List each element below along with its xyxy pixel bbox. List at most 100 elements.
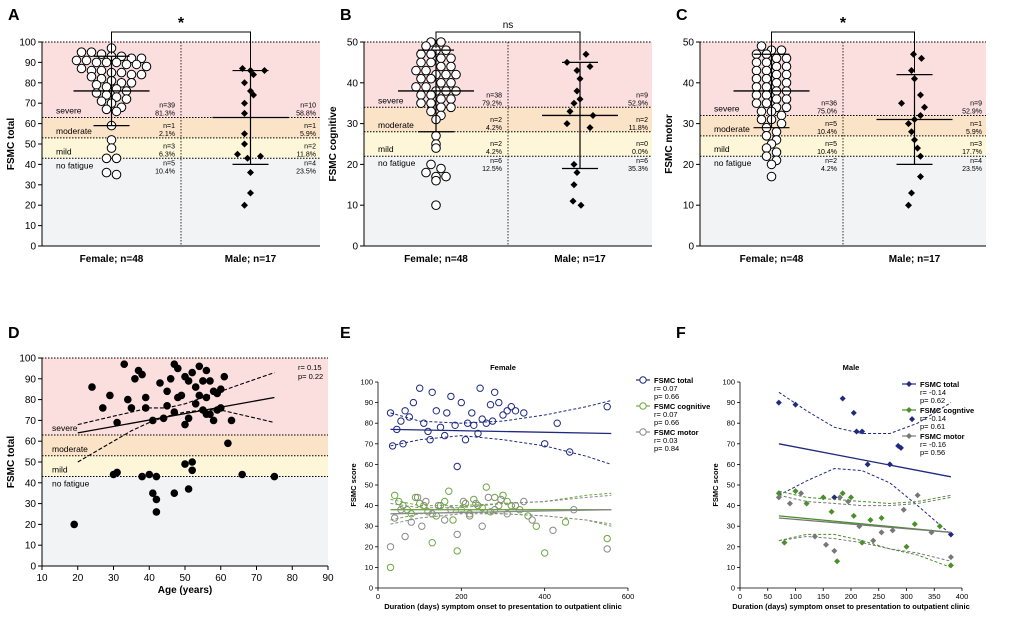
male-point (244, 154, 251, 162)
female-point (421, 41, 431, 51)
data-point (528, 516, 536, 524)
data-point (491, 388, 499, 396)
female-point (781, 94, 792, 104)
male-percent: 52.9% (628, 100, 648, 107)
female-point (416, 57, 426, 68)
y-tick-label: 40 (347, 78, 359, 89)
data-point (177, 391, 186, 400)
female-point (436, 53, 446, 64)
data-point (426, 436, 434, 444)
male-point (577, 201, 585, 209)
female-point (431, 131, 441, 141)
male-point (570, 99, 578, 107)
female-point (756, 106, 767, 117)
data-point (449, 516, 457, 524)
band-label: mild (714, 144, 730, 154)
data-point (199, 377, 207, 385)
female-point (781, 53, 792, 64)
data-point (478, 522, 486, 530)
y-tick-label: 70 (727, 439, 735, 448)
male-point (569, 197, 577, 205)
data-point (541, 549, 549, 557)
female-point (116, 67, 127, 78)
x-tick-label: 200 (455, 592, 468, 601)
data-point (936, 523, 943, 530)
ci-upper (77, 372, 275, 426)
data-point (138, 370, 146, 379)
y-tick-label: 100 (19, 354, 36, 365)
female-count: n=3 (163, 143, 175, 150)
data-point (434, 501, 443, 510)
data-point (188, 368, 196, 377)
data-point (106, 391, 114, 400)
data-point (553, 419, 561, 427)
male-percent: 11.8% (297, 151, 316, 158)
ci-lower (778, 467, 952, 535)
data-point (209, 416, 218, 425)
significance-bracket (771, 31, 915, 73)
male-point (898, 99, 905, 107)
female-point (416, 73, 426, 84)
y-tick-label: 10 (727, 563, 735, 572)
data-point (897, 444, 904, 451)
female-percent: 12.5% (482, 166, 502, 173)
band-moderate (42, 434, 328, 456)
female-point (751, 90, 762, 100)
x-tick-label: 40 (144, 573, 156, 584)
band-label: severe (378, 95, 404, 105)
y-tick-label: 70 (25, 99, 37, 110)
data-point (867, 517, 874, 524)
female-point (446, 78, 456, 88)
female-point (126, 78, 137, 88)
female-point (426, 49, 436, 60)
panel-D: D (8, 325, 20, 342)
data-point (850, 409, 857, 416)
female-percent: 75.0% (817, 108, 837, 115)
data-point (878, 514, 885, 521)
x-tick-label: 10 (36, 573, 48, 584)
data-point (459, 497, 468, 506)
female-point (766, 159, 777, 170)
male-percent: 0.0% (632, 149, 648, 156)
panel-E: E (340, 325, 351, 342)
female-count: n=39 (159, 102, 175, 109)
ci-lower (390, 435, 612, 465)
y-tick-label: 90 (25, 58, 37, 69)
male-count: n=4 (970, 158, 982, 165)
fit-line (390, 428, 612, 435)
female-point (131, 59, 142, 70)
data-point (836, 494, 843, 501)
data-point (138, 472, 146, 481)
y-axis-label: FSMC score (349, 463, 358, 506)
data-point (88, 383, 96, 391)
x-tick-label: 250 (872, 592, 885, 601)
x-tick-label: 100 (789, 592, 802, 601)
male-point (247, 169, 254, 177)
y-tick-label: 50 (25, 140, 37, 151)
female-point (436, 102, 446, 113)
female-point (436, 61, 446, 72)
x-tick-label: 50 (179, 573, 191, 584)
male-point (241, 140, 248, 148)
female-point (436, 78, 446, 88)
panel-label: D (8, 325, 20, 342)
x-tick-label: 0 (738, 592, 742, 601)
female-point (96, 49, 107, 60)
data-point (864, 461, 871, 468)
data-point (457, 398, 465, 407)
series-fsmc-total (386, 384, 612, 471)
data-point (461, 499, 470, 508)
female-point (446, 94, 456, 104)
data-point (503, 497, 511, 506)
data-point (914, 492, 921, 499)
female-point (96, 96, 107, 106)
y-tick-label: 0 (30, 242, 36, 253)
female-percent: 10.4% (155, 168, 175, 175)
data-point (453, 547, 461, 555)
y-tick-label: 50 (347, 38, 359, 49)
data-point (195, 362, 204, 371)
female-point (421, 82, 431, 92)
